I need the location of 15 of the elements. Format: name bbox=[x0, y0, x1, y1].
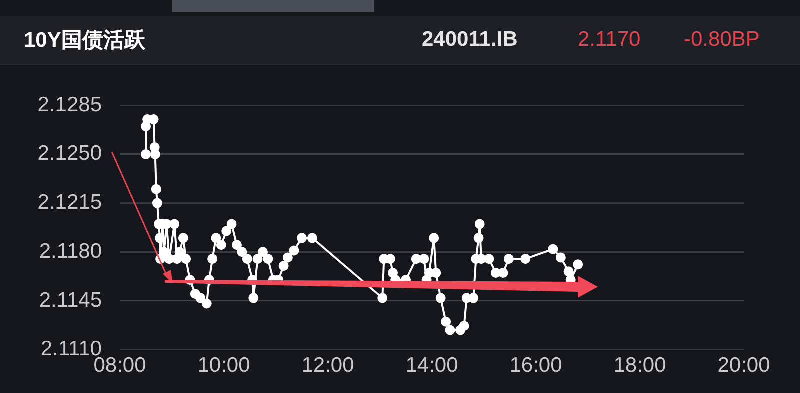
text: -0.80BP bbox=[684, 28, 760, 52]
x-tick-label: 14:00 bbox=[406, 354, 458, 378]
chart-subtitle: 240011.IB bbox=[422, 28, 518, 52]
y-tick-label: 2.1250 bbox=[38, 142, 102, 166]
y-tick-label: 2.1215 bbox=[38, 191, 102, 214]
y-tick-label: 2.1145 bbox=[39, 288, 102, 312]
y-tick-label: 2.1180 bbox=[39, 240, 102, 263]
x-tick-label: 10:00 bbox=[198, 354, 250, 378]
y-tick-label: 2.1285 bbox=[38, 93, 102, 116]
x-tick-label: 16:00 bbox=[510, 354, 562, 378]
chart-title: 10Y国债活跃 bbox=[24, 28, 146, 54]
x-tick-label: 12:00 bbox=[302, 354, 354, 378]
x-tick-label: 18:00 bbox=[614, 354, 666, 378]
text: 2.1170 bbox=[578, 28, 641, 52]
x-tick-label: 20:00 bbox=[718, 354, 770, 378]
